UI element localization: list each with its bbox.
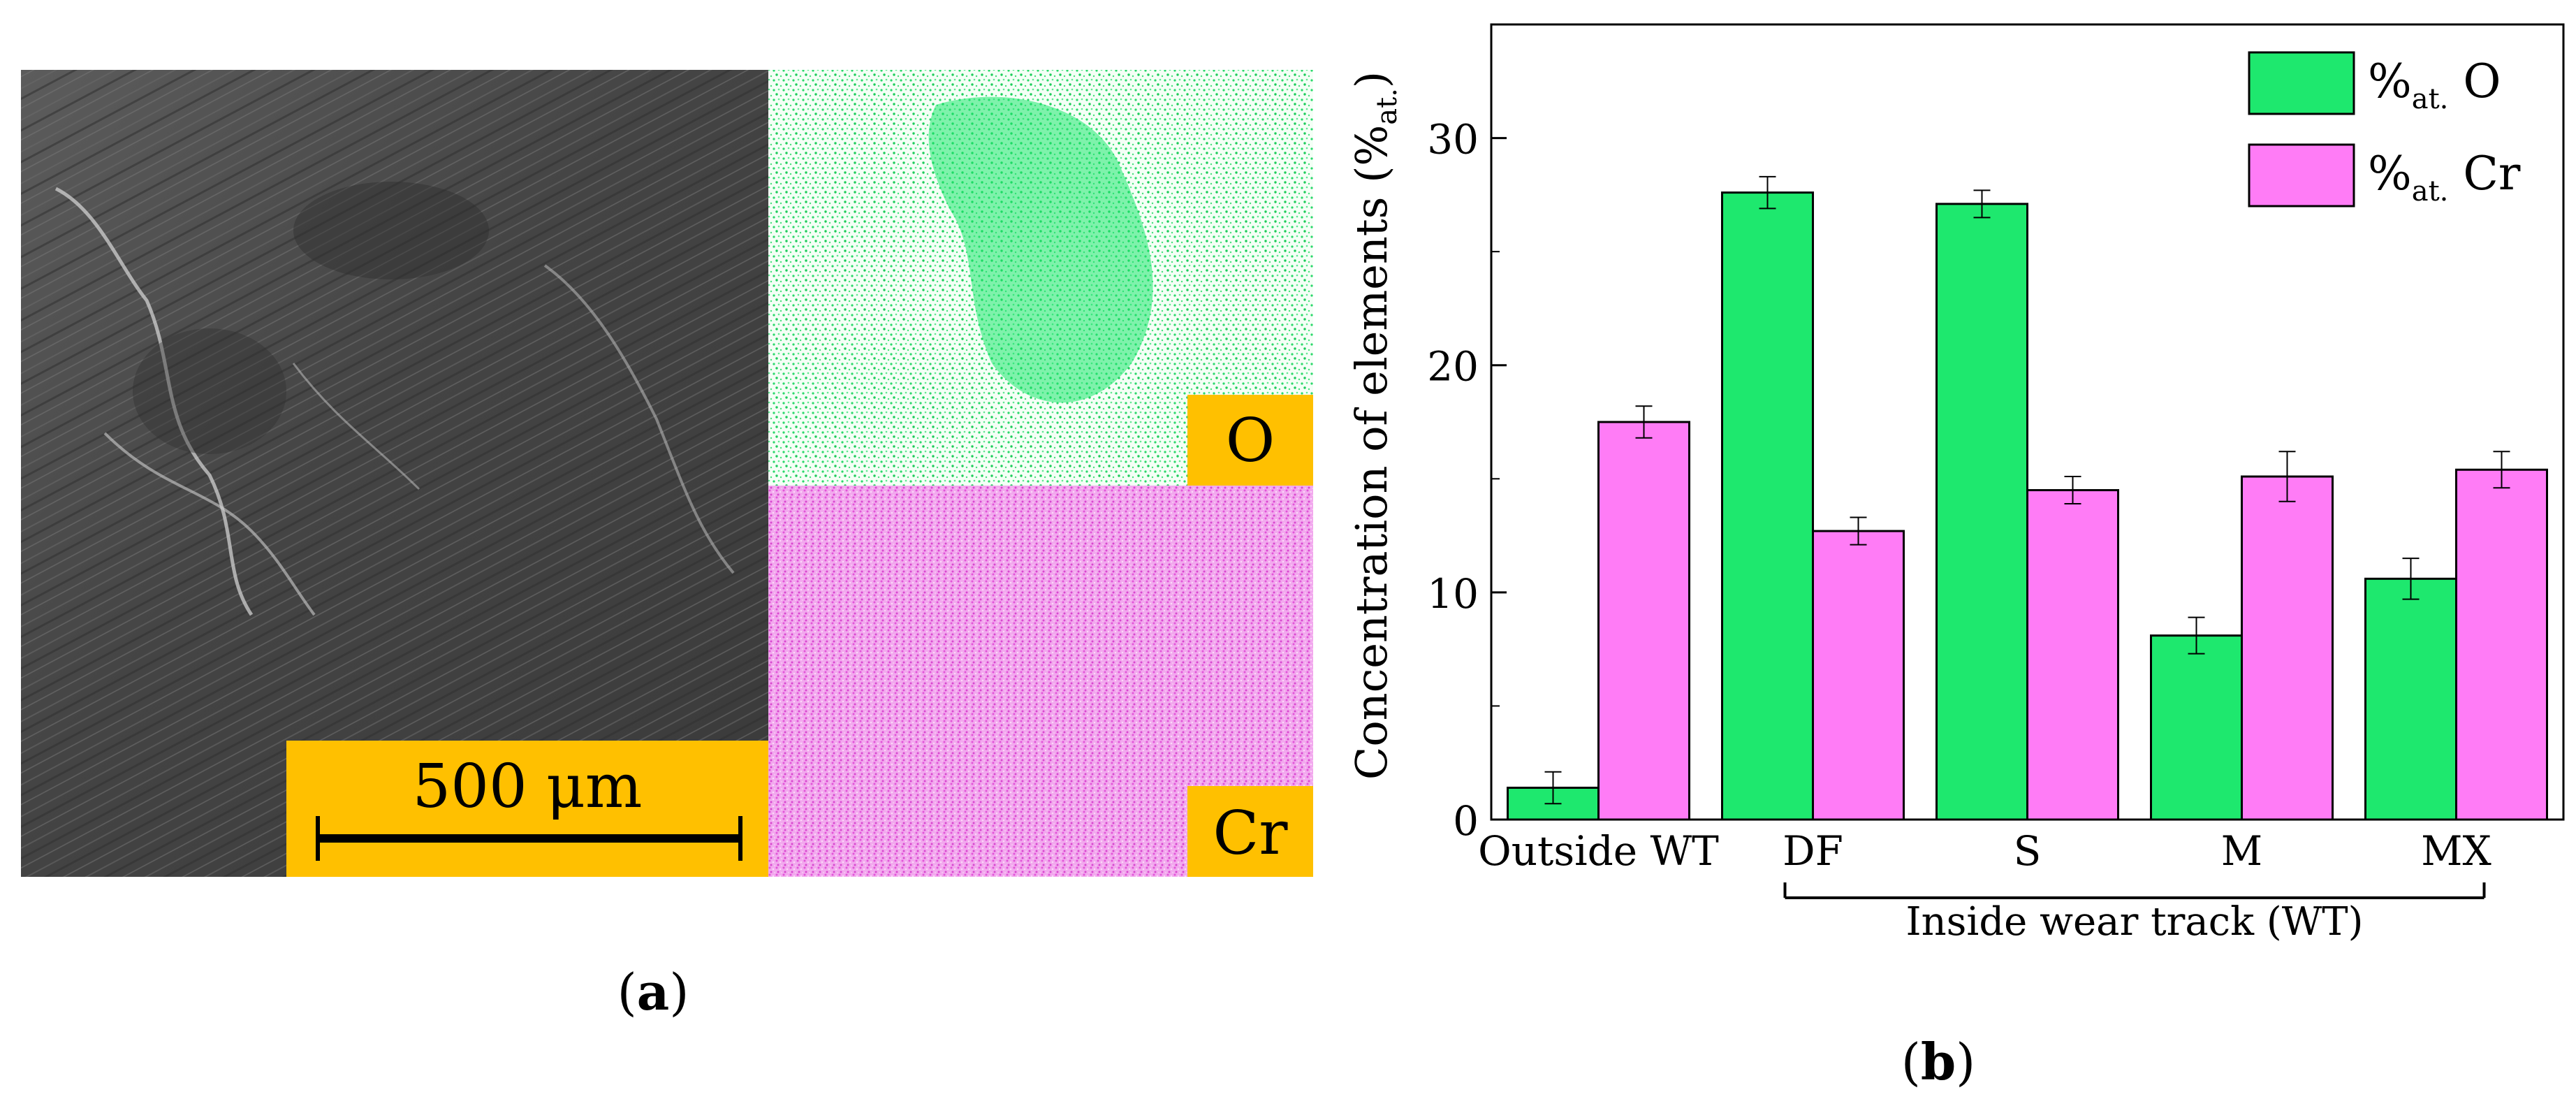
cr-element-map: Cr — [768, 486, 1313, 877]
y-axis-label: Concentration of elements (%at.) — [1346, 71, 1403, 780]
y-tick-label: 10 — [1427, 570, 1479, 618]
y-tick-label: 0 — [1453, 797, 1479, 845]
legend-swatch-o — [2248, 51, 2355, 115]
x-tick-label: S — [2014, 827, 2042, 875]
x-tick-label: M — [2221, 827, 2262, 875]
cr-label-box — [1187, 786, 1313, 877]
legend-label-o: %at. O — [2368, 54, 2501, 115]
legend-label-cr: %at. Cr — [2368, 147, 2521, 208]
x-tick-label: DF — [1783, 827, 1843, 875]
sem-micrograph — [21, 70, 768, 877]
bar-o — [1935, 203, 2028, 821]
bar-chart: 0 10 20 30 Outside WT DF S M MX Inside wear track… — [1346, 23, 2565, 945]
scale-bar-box — [286, 741, 768, 877]
group-bracket-label: Inside wear track (WT) — [1905, 899, 2363, 945]
bar-o — [2364, 577, 2457, 821]
bar-cr — [1812, 530, 1905, 821]
bar-cr — [1597, 421, 1690, 821]
panel-a: O Cr 500 μm (a) — [21, 70, 1313, 1021]
x-tick-label: Outside WT — [1478, 827, 1719, 875]
x-tick-label: MX — [2421, 827, 2491, 875]
o-label-box — [1187, 395, 1313, 486]
bar-o — [2150, 634, 2243, 821]
bar-cr — [2455, 468, 2548, 821]
bar-cr — [2026, 489, 2119, 821]
bar-o — [1721, 191, 1814, 821]
panel-b-caption: (b) — [1901, 1032, 1976, 1091]
bar-cr — [2241, 475, 2334, 821]
panel-b-letter: b — [1921, 1032, 1956, 1091]
panel-a-caption: (a) — [617, 962, 689, 1021]
panel-b: 0 10 20 30 Outside WT DF S M MX Inside wear track… — [1346, 23, 2565, 1091]
scale-bar: 500 μm — [286, 741, 768, 877]
cr-map-label: Cr — [1213, 799, 1289, 868]
o-map-label: O — [1226, 406, 1275, 476]
o-element-map: O — [768, 70, 1313, 486]
legend-swatch-cr — [2248, 143, 2355, 208]
panel-a-letter: a — [637, 962, 670, 1021]
y-tick-label: 20 — [1427, 343, 1479, 391]
y-tick-label: 30 — [1427, 116, 1479, 163]
scale-bar-label: 500 μm — [413, 752, 643, 822]
